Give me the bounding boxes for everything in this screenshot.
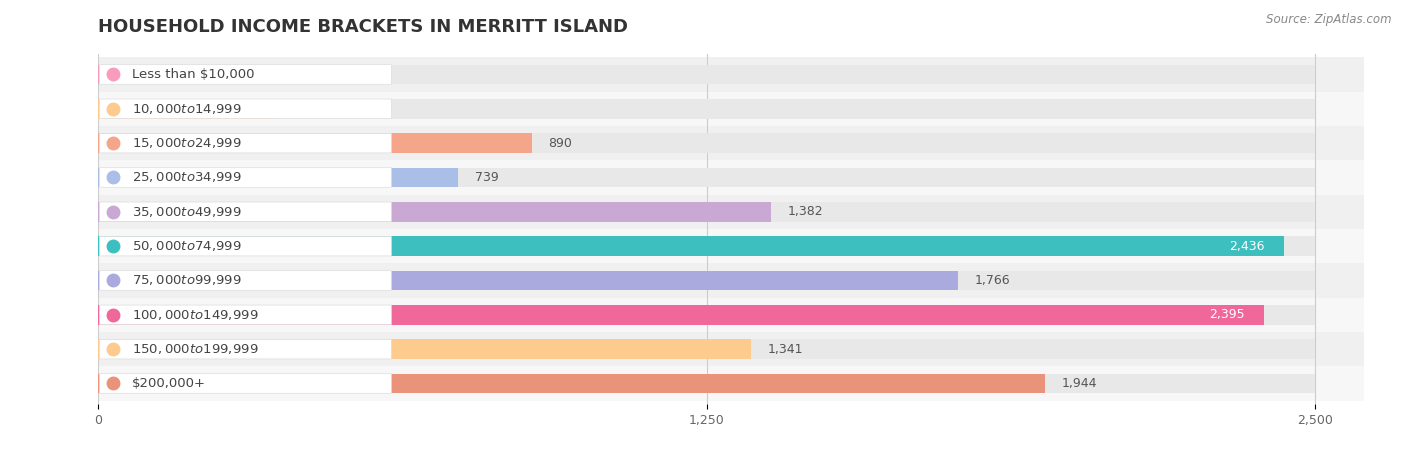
- Text: $25,000 to $34,999: $25,000 to $34,999: [132, 171, 242, 185]
- Bar: [98, 65, 1315, 84]
- Bar: [98, 339, 751, 359]
- Bar: [98, 202, 1315, 222]
- Text: HOUSEHOLD INCOME BRACKETS IN MERRITT ISLAND: HOUSEHOLD INCOME BRACKETS IN MERRITT ISL…: [98, 18, 628, 36]
- FancyBboxPatch shape: [100, 202, 391, 222]
- Bar: [98, 229, 1406, 263]
- Bar: [98, 298, 1406, 332]
- Text: $200,000+: $200,000+: [132, 377, 205, 390]
- Bar: [98, 374, 1045, 393]
- Text: $75,000 to $99,999: $75,000 to $99,999: [132, 273, 242, 287]
- Text: Source: ZipAtlas.com: Source: ZipAtlas.com: [1267, 13, 1392, 26]
- Bar: [98, 65, 298, 84]
- FancyBboxPatch shape: [100, 374, 391, 393]
- Text: $100,000 to $149,999: $100,000 to $149,999: [132, 308, 259, 322]
- Bar: [98, 366, 1406, 401]
- Bar: [98, 263, 1406, 298]
- Bar: [98, 236, 1315, 256]
- Text: 1,341: 1,341: [768, 343, 804, 356]
- Text: 370: 370: [295, 102, 319, 115]
- Text: 1,382: 1,382: [787, 205, 824, 218]
- Bar: [98, 305, 1315, 325]
- Bar: [98, 167, 1315, 187]
- Bar: [98, 374, 1315, 393]
- FancyBboxPatch shape: [100, 99, 391, 119]
- Bar: [98, 332, 1406, 366]
- FancyBboxPatch shape: [100, 339, 391, 359]
- Bar: [98, 126, 1406, 160]
- Bar: [98, 133, 1315, 153]
- Text: 1,944: 1,944: [1062, 377, 1097, 390]
- Bar: [98, 271, 957, 291]
- Bar: [98, 99, 1315, 119]
- Text: 739: 739: [475, 171, 499, 184]
- Text: 890: 890: [548, 136, 572, 150]
- Bar: [98, 92, 1406, 126]
- Text: 2,395: 2,395: [1209, 308, 1244, 321]
- Text: $50,000 to $74,999: $50,000 to $74,999: [132, 239, 242, 253]
- Bar: [98, 57, 1406, 92]
- Text: $150,000 to $199,999: $150,000 to $199,999: [132, 342, 259, 356]
- Text: Less than $10,000: Less than $10,000: [132, 68, 254, 81]
- Bar: [98, 202, 770, 222]
- Bar: [98, 99, 278, 119]
- FancyBboxPatch shape: [100, 133, 391, 153]
- Bar: [98, 160, 1406, 195]
- FancyBboxPatch shape: [100, 167, 391, 187]
- Text: 411: 411: [315, 68, 339, 81]
- Bar: [98, 305, 1264, 325]
- FancyBboxPatch shape: [100, 236, 391, 256]
- Text: $15,000 to $24,999: $15,000 to $24,999: [132, 136, 242, 150]
- Text: 2,436: 2,436: [1229, 240, 1264, 253]
- Text: $35,000 to $49,999: $35,000 to $49,999: [132, 205, 242, 219]
- FancyBboxPatch shape: [100, 65, 391, 84]
- Bar: [98, 167, 458, 187]
- FancyBboxPatch shape: [100, 271, 391, 291]
- Bar: [98, 339, 1315, 359]
- Bar: [98, 271, 1315, 291]
- Bar: [98, 133, 531, 153]
- Bar: [98, 236, 1284, 256]
- Text: $10,000 to $14,999: $10,000 to $14,999: [132, 102, 242, 116]
- FancyBboxPatch shape: [100, 305, 391, 325]
- Text: 1,766: 1,766: [974, 274, 1011, 287]
- Bar: [98, 195, 1406, 229]
